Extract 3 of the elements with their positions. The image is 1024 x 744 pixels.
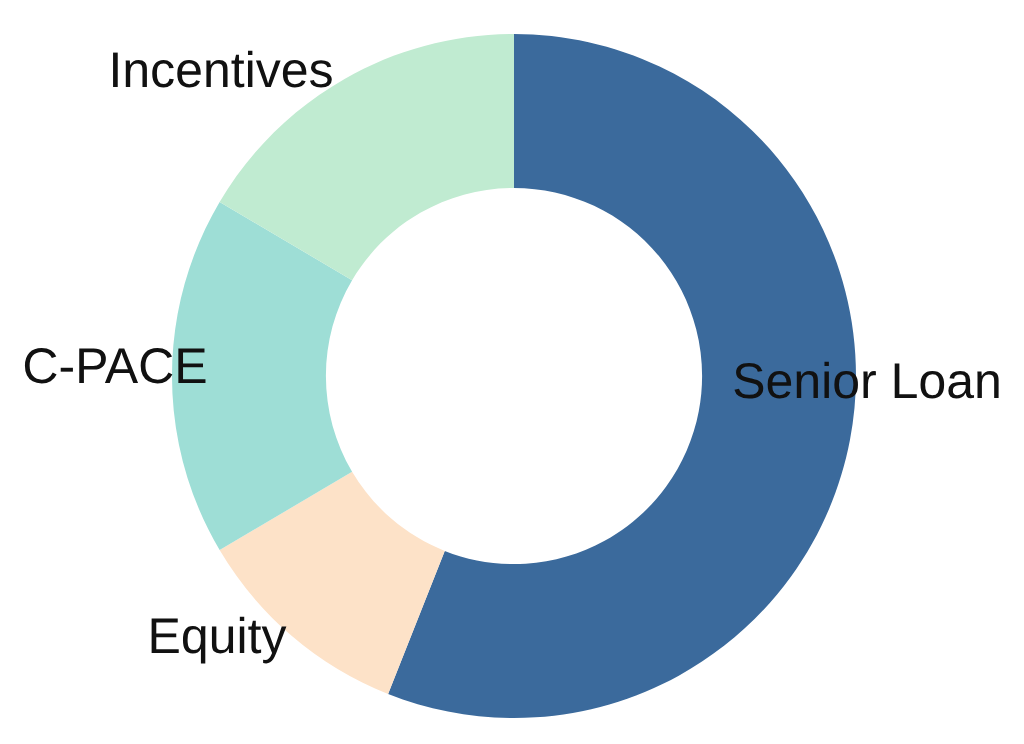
slice-label: Equity [151,616,287,664]
slice-label: C-PACE [24,348,206,384]
slice-label: Incentives [113,50,332,88]
